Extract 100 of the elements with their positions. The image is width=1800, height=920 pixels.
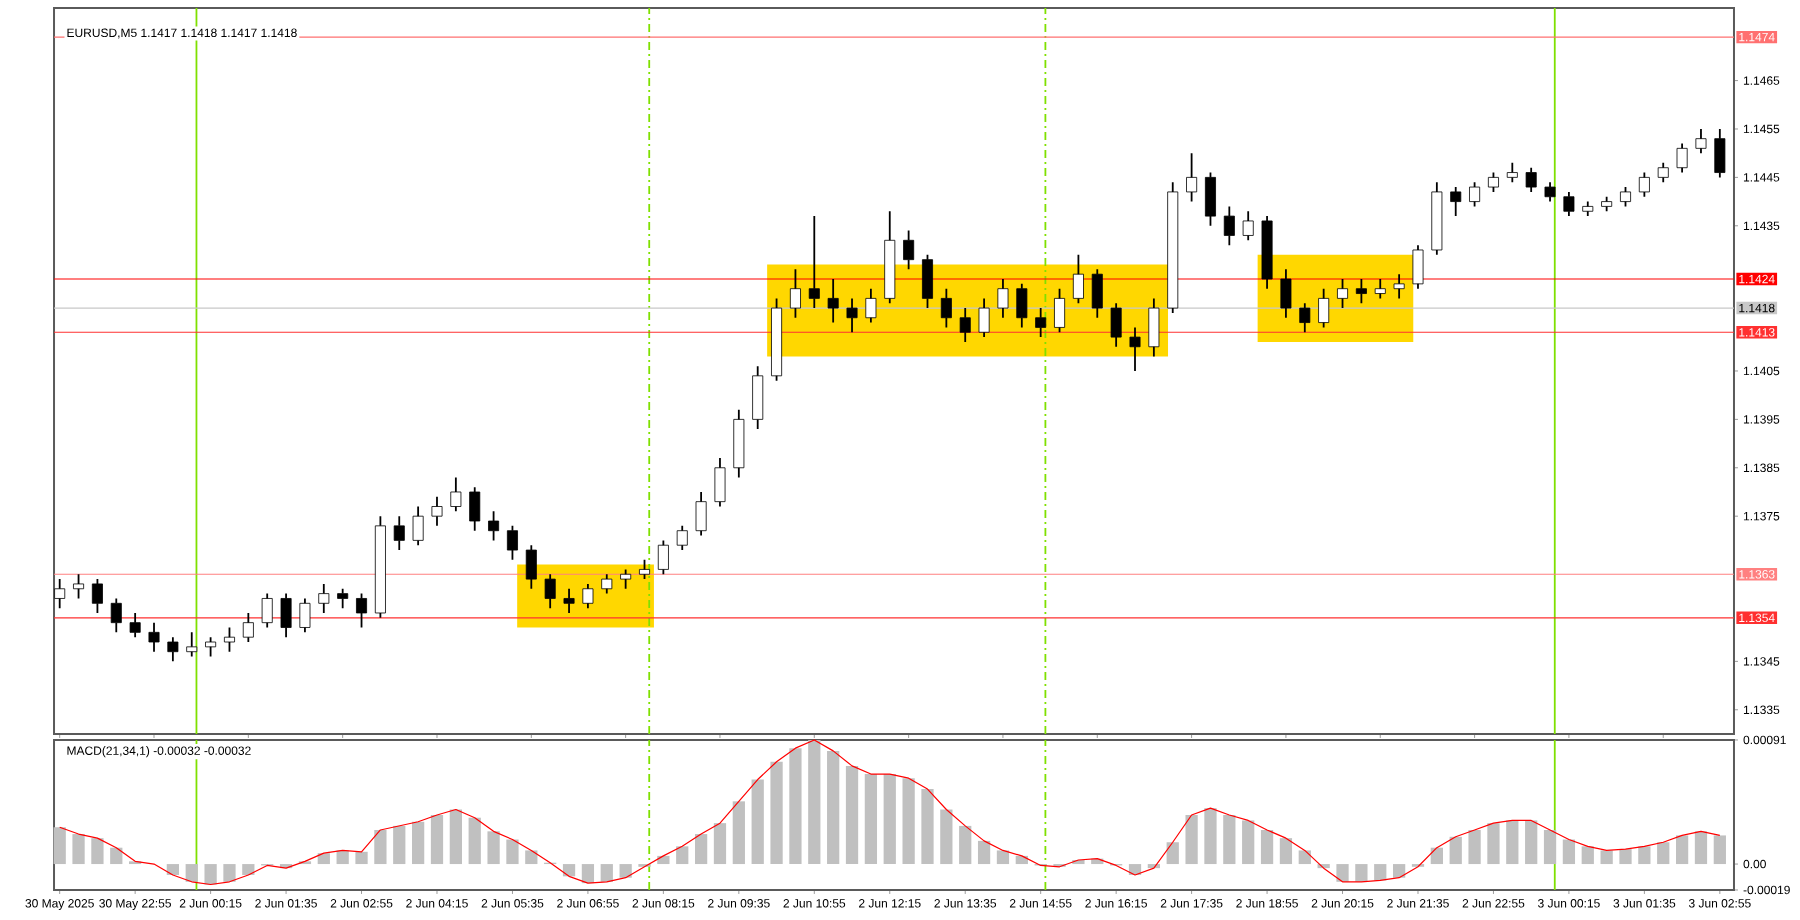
candlestick <box>1450 186 1462 218</box>
bar <box>1336 864 1349 882</box>
bar <box>487 831 500 865</box>
bar <box>1506 820 1519 865</box>
bar <box>355 851 368 865</box>
bar <box>204 864 217 885</box>
bar <box>1260 829 1274 865</box>
bar <box>1185 814 1198 865</box>
bar <box>1694 831 1708 865</box>
candlestick <box>1393 273 1405 300</box>
bar <box>1525 820 1538 865</box>
bar <box>1242 820 1255 865</box>
candlestick <box>1167 181 1179 314</box>
candlestick <box>1186 152 1198 203</box>
bar <box>619 864 632 878</box>
bar <box>1298 850 1311 865</box>
candlestick <box>1525 166 1537 193</box>
bar <box>902 778 915 865</box>
candlestick <box>657 539 669 576</box>
bar <box>430 814 444 865</box>
candlestick <box>940 287 952 329</box>
candlestick <box>714 457 726 508</box>
candlestick <box>1091 268 1103 319</box>
candlestick <box>1318 287 1330 329</box>
bar <box>468 817 481 865</box>
candlestick <box>374 515 386 619</box>
bar <box>713 823 727 865</box>
candlestick <box>73 573 85 600</box>
bar <box>223 864 236 882</box>
candlestick <box>1695 128 1707 155</box>
bar <box>1449 836 1462 865</box>
candlestick <box>1506 161 1518 184</box>
bar <box>53 827 66 865</box>
candlestick <box>488 510 500 542</box>
bar <box>1675 835 1689 865</box>
candlestick <box>733 408 745 479</box>
candlestick <box>167 636 179 663</box>
candlestick <box>1714 128 1726 179</box>
bar <box>977 840 991 865</box>
bar <box>959 825 972 865</box>
candlestick <box>846 297 858 334</box>
candlestick <box>1676 142 1688 174</box>
candlestick <box>1110 302 1122 348</box>
bar <box>864 774 878 865</box>
bar <box>751 779 764 865</box>
bar <box>789 748 802 865</box>
candlestick <box>959 307 971 343</box>
bar <box>1279 838 1293 865</box>
candlestick <box>1374 278 1386 300</box>
bar <box>1015 855 1028 865</box>
bar <box>449 809 462 865</box>
bar <box>317 853 330 865</box>
bar <box>1166 842 1179 865</box>
bar <box>166 864 180 875</box>
candlestick <box>450 476 462 513</box>
bar <box>770 761 783 865</box>
candlestick <box>1072 253 1084 305</box>
bar <box>657 855 670 865</box>
candlestick <box>544 573 556 610</box>
bar <box>506 839 519 865</box>
candlestick <box>1035 307 1047 338</box>
candlestick <box>242 612 254 643</box>
bar <box>185 864 198 882</box>
candlestick <box>563 587 575 614</box>
candlestick <box>1148 297 1160 358</box>
candlestick <box>205 636 217 658</box>
bar <box>242 864 255 875</box>
candlestick <box>223 626 235 653</box>
bar <box>1374 864 1387 881</box>
candlestick <box>827 278 839 324</box>
bar <box>581 864 595 884</box>
candlestick <box>299 597 311 634</box>
candlestick <box>129 612 141 639</box>
candlestick <box>1355 278 1367 305</box>
bar <box>996 850 1010 865</box>
bar <box>808 739 821 865</box>
bar <box>1392 864 1406 878</box>
candlestick <box>431 495 443 527</box>
candlestick <box>1129 326 1141 372</box>
candlestick <box>865 287 877 324</box>
bar <box>91 838 104 865</box>
candlestick <box>412 505 424 547</box>
candlestick <box>1601 195 1613 213</box>
bar <box>1355 864 1368 882</box>
candlestick <box>1544 181 1556 203</box>
candlestick <box>337 587 349 610</box>
bar <box>1638 846 1651 865</box>
candlestick <box>997 278 1009 319</box>
candlestick <box>525 544 537 590</box>
candlestick <box>1657 161 1669 184</box>
bar <box>845 765 859 865</box>
bar <box>72 834 85 865</box>
bar <box>1468 829 1481 865</box>
bar <box>1562 839 1576 865</box>
candlestick <box>280 592 292 639</box>
candlestick <box>808 215 820 309</box>
bar <box>336 850 349 865</box>
bar <box>940 809 953 865</box>
candlestick <box>695 491 707 537</box>
candlestick <box>903 229 915 271</box>
